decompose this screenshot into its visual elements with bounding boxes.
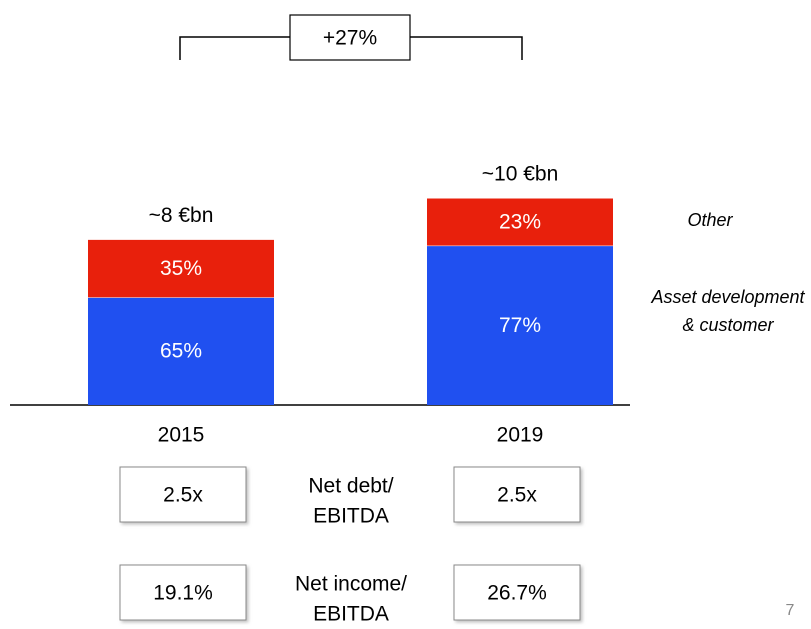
total-label: ~8 €bn bbox=[149, 204, 214, 227]
legend-entry: Other bbox=[687, 210, 733, 230]
page-number: 7 bbox=[786, 602, 795, 619]
metric-label: Net debt/ bbox=[308, 475, 393, 498]
annotation-box bbox=[289, 14, 411, 61]
x-tick-label: 2019 bbox=[497, 424, 544, 447]
x-tick-label: 2015 bbox=[158, 424, 205, 447]
metric-box bbox=[453, 466, 581, 523]
metric-label: Net income/ bbox=[295, 573, 407, 596]
value-label: 23% bbox=[499, 210, 541, 233]
metric-value: 2.5x bbox=[497, 484, 537, 507]
legend-entry: Asset development & customer bbox=[651, 287, 805, 335]
value-label: 65% bbox=[160, 340, 202, 363]
metric-box bbox=[119, 466, 247, 523]
bracket bbox=[179, 36, 523, 60]
value-label: 35% bbox=[160, 257, 202, 280]
value-label: 77% bbox=[499, 314, 541, 337]
metric-box bbox=[453, 564, 581, 621]
metric-value: 19.1% bbox=[153, 582, 213, 605]
metric-label: EBITDA bbox=[313, 603, 389, 626]
metric-label: EBITDA bbox=[313, 505, 389, 528]
annotation: +27% bbox=[323, 27, 377, 50]
bar-segment bbox=[88, 239, 274, 298]
bar-segment bbox=[427, 198, 613, 246]
total-label: ~10 €bn bbox=[482, 163, 559, 186]
metric-box bbox=[119, 564, 247, 621]
metric-value: 26.7% bbox=[487, 582, 547, 605]
metric-value: 2.5x bbox=[163, 484, 203, 507]
bar-segment bbox=[88, 297, 274, 405]
bar-segment bbox=[427, 245, 613, 405]
